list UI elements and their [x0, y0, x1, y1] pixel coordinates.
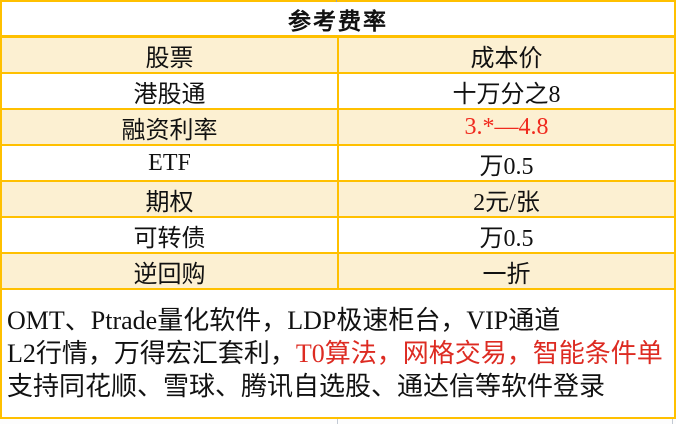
fee-category-cell: 逆回购: [2, 254, 339, 288]
gridline-stub-mid: [337, 419, 338, 424]
fee-category-cell: 股票: [2, 38, 339, 72]
table-row: 港股通 十万分之8: [2, 74, 674, 110]
fee-value-cell: 万0.5: [479, 225, 534, 252]
page-title: 参考费率: [288, 8, 388, 34]
fee-category-cell: 融资利率: [2, 110, 339, 144]
note-features-red: T0算法，网格交易，智能条件单: [295, 339, 663, 368]
note-features-black: L2行情，万得宏汇套利，: [7, 339, 296, 368]
table-row: 可转债 万0.5: [2, 218, 674, 254]
table-row: 股票 成本价: [2, 38, 674, 74]
fee-category-cell: 可转债: [2, 218, 339, 252]
gridline-stub-top: [336, 0, 337, 2]
gridline-stub-right: [672, 419, 673, 424]
fee-category-cell: ETF: [2, 146, 339, 180]
fee-value-cell: 2元/张: [473, 189, 540, 216]
table-row: 融资利率 3.*—4.8: [2, 110, 674, 146]
table-title-row: 参考费率: [2, 2, 674, 38]
table-row: 逆回购 一折: [2, 254, 674, 290]
fee-value-cell: 万0.5: [479, 153, 534, 180]
fee-value-cell-highlight: 3.*—4.8: [464, 113, 549, 140]
fee-value-cell: 成本价: [470, 45, 543, 72]
note-line-login: 支持同花顺、雪球、腾讯自选股、通达信等软件登录: [7, 372, 606, 401]
notes-block: OMT、Ptrade量化软件，LDP极速柜台，VIP通道 L2行情，万得宏汇套利…: [2, 290, 674, 417]
fee-value-cell: 一折: [482, 261, 531, 288]
note-line-features: L2行情，万得宏汇套利，T0算法，网格交易，智能条件单: [7, 337, 670, 370]
table-row: 期权 2元/张: [2, 182, 674, 218]
fee-value-cell: 十万分之8: [452, 81, 561, 108]
fee-category-cell: 期权: [2, 182, 339, 216]
note-line-software: OMT、Ptrade量化软件，LDP极速柜台，VIP通道: [7, 306, 561, 335]
fee-category-cell: 港股通: [2, 74, 339, 108]
table-row: ETF 万0.5: [2, 146, 674, 182]
next-row-partial: [0, 419, 676, 424]
